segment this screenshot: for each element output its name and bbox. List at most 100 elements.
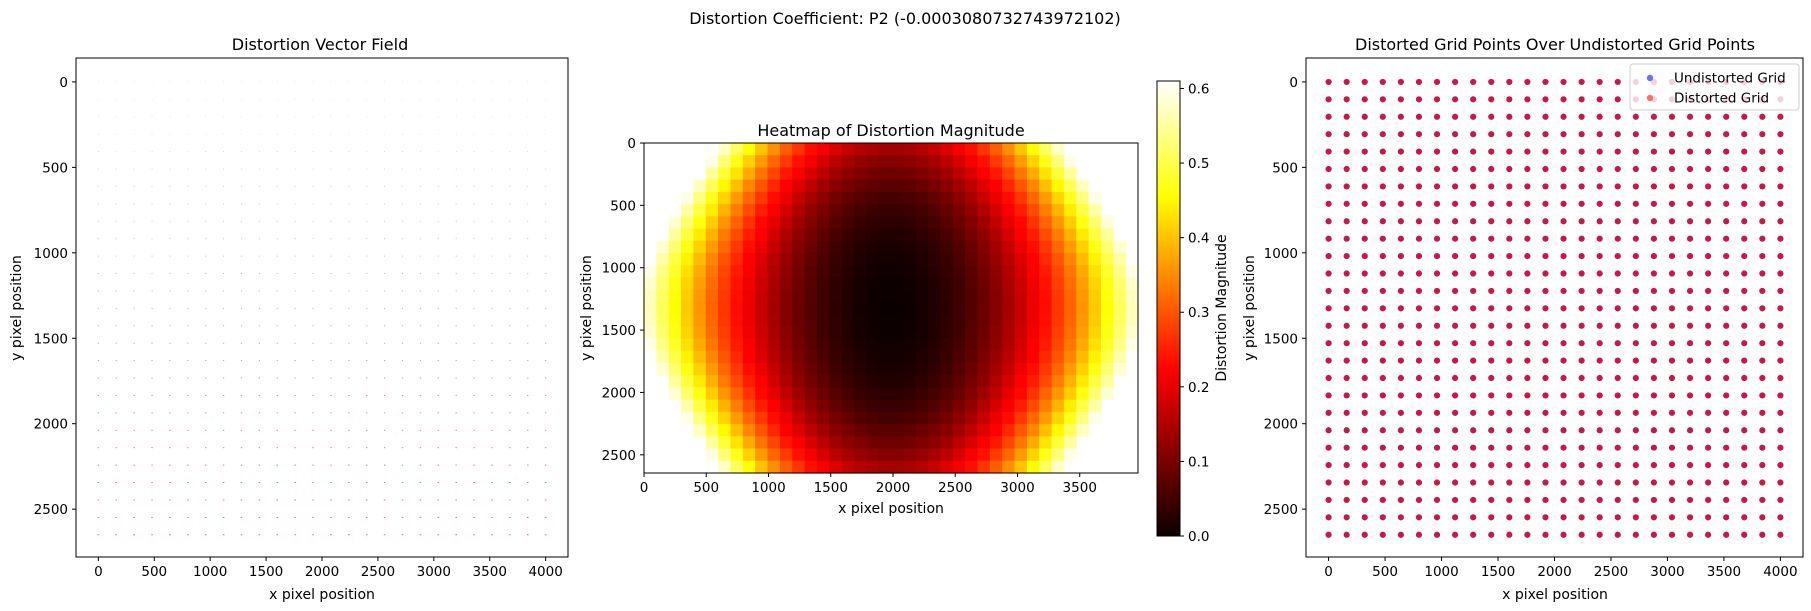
heatmap-cell	[928, 143, 941, 156]
heatmap-cell	[816, 179, 830, 193]
grid-points-axes: 0 500 1000 1500 2000 2500 3000 3500 400005001000…	[1264, 75, 1798, 580]
heatmap-ytick-label: 0	[627, 136, 636, 152]
grid-point	[1379, 322, 1386, 329]
grid-point	[1415, 131, 1423, 138]
grid-point	[1343, 200, 1350, 207]
heatmap-cell	[730, 216, 744, 230]
heatmap-cell	[767, 314, 781, 327]
heatmap-cell	[866, 436, 880, 450]
grid-point	[1596, 253, 1603, 260]
grid-point	[1668, 392, 1676, 399]
grid-point	[1524, 78, 1531, 86]
grid-point	[1560, 531, 1567, 538]
grid-point	[1723, 340, 1730, 347]
heatmap-cell	[878, 436, 892, 450]
heatmap-cell	[755, 326, 769, 340]
grid-point	[1759, 183, 1766, 190]
grid-point	[1668, 270, 1676, 277]
grid-point	[1488, 131, 1495, 138]
vector-field-ytick-label: 2000	[34, 417, 68, 433]
heatmap-cell	[668, 338, 682, 352]
grid-point	[1379, 165, 1386, 173]
heatmap-cell	[989, 350, 1003, 364]
grid-point	[1488, 253, 1495, 260]
grid-point	[1361, 305, 1368, 312]
heatmap-cell	[681, 314, 694, 327]
heatmap-cell	[730, 460, 744, 474]
heatmap-cell	[767, 155, 781, 169]
grid-point	[1542, 287, 1549, 295]
grid-point	[1542, 253, 1549, 260]
grid-point	[1686, 287, 1694, 295]
heatmap-cell	[742, 350, 756, 364]
heatmap-cell	[1088, 375, 1102, 389]
heatmap-cell	[681, 338, 694, 352]
heatmap-cell	[878, 411, 892, 425]
grid-point	[1614, 113, 1621, 120]
grid-point	[1325, 462, 1332, 469]
heatmap-cell	[1100, 240, 1114, 254]
grid-point	[1560, 479, 1567, 486]
grid-point	[1596, 409, 1603, 416]
heatmap-cell	[940, 277, 954, 291]
heatmap-cell	[718, 155, 732, 169]
heatmap-cell	[940, 167, 954, 181]
heatmap-cell	[792, 289, 806, 303]
heatmap-cell	[644, 277, 657, 291]
heatmap-cell	[693, 350, 707, 364]
grid-point	[1650, 200, 1657, 207]
heatmap-cell	[903, 240, 917, 254]
heatmap-cell	[1051, 460, 1065, 474]
heatmap-cell	[878, 399, 892, 413]
heatmap-cell	[841, 363, 855, 376]
grid-point	[1596, 427, 1603, 434]
heatmap-cell	[891, 143, 904, 156]
grid-point	[1560, 165, 1567, 173]
heatmap-cell	[681, 411, 694, 425]
heatmap-cell	[730, 204, 744, 217]
grid-point	[1325, 305, 1332, 312]
heatmap-cell	[705, 265, 719, 279]
grid-point	[1777, 235, 1784, 242]
heatmap-cell	[1039, 240, 1053, 254]
grid-point	[1614, 496, 1621, 504]
grid-point	[1777, 514, 1784, 521]
heatmap-cell	[853, 216, 867, 230]
heatmap-cell	[915, 363, 929, 376]
heatmap-cell	[816, 375, 830, 389]
grid-points-xtick-label: 3500	[1707, 564, 1741, 580]
grid-point	[1705, 270, 1712, 277]
grid-point	[1759, 131, 1766, 138]
grid-point	[1433, 183, 1441, 190]
heatmap-cell	[804, 460, 818, 474]
heatmap-cell	[878, 253, 892, 266]
heatmap-xtick-label: 3500	[1063, 480, 1097, 496]
heatmap-cell	[1088, 411, 1102, 425]
heatmap-cell	[779, 424, 793, 437]
grid-point	[1433, 322, 1441, 329]
grid-point	[1632, 148, 1639, 155]
grid-point	[1596, 148, 1603, 155]
grid-point	[1668, 200, 1676, 207]
grid-point	[1777, 357, 1784, 364]
heatmap-cell	[816, 228, 830, 242]
heatmap-cell	[915, 350, 929, 364]
heatmap-cell	[1002, 277, 1016, 291]
heatmap-cell	[755, 155, 769, 169]
heatmap-cell	[681, 301, 694, 315]
heatmap-cell	[668, 375, 682, 389]
grid-point	[1397, 479, 1404, 486]
heatmap-cell	[928, 399, 941, 413]
heatmap-cell	[841, 204, 855, 217]
heatmap-cell	[742, 363, 756, 376]
heatmap-cell	[1002, 289, 1016, 303]
grid-point	[1361, 78, 1368, 86]
heatmap-cell	[816, 399, 830, 413]
colorbar-tick-label: 0.0	[1188, 529, 1209, 545]
heatmap-cell	[903, 460, 917, 474]
heatmap-cell	[1002, 191, 1016, 205]
heatmap-cell	[767, 143, 781, 156]
grid-point	[1723, 287, 1730, 295]
grid-point	[1723, 253, 1730, 260]
